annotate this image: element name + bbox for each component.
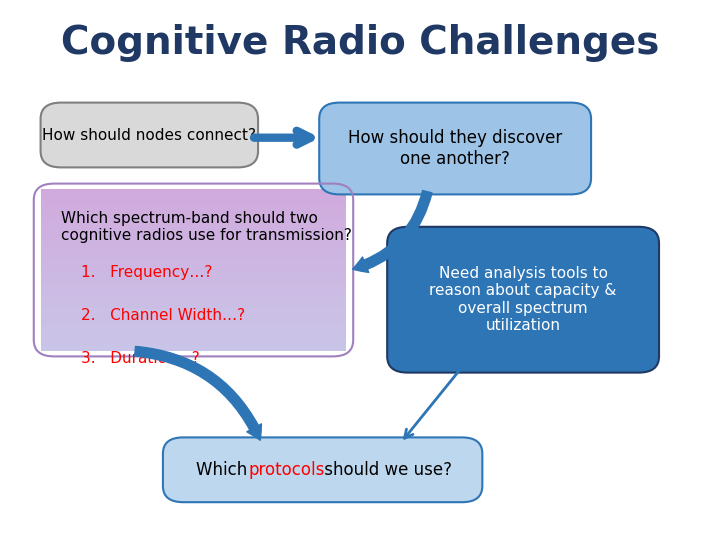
FancyBboxPatch shape (163, 437, 482, 502)
FancyArrowPatch shape (353, 191, 432, 273)
Bar (40, 329, 346, 335)
Text: Which protocols should we use?: Which protocols should we use? (189, 461, 456, 479)
Bar (40, 313, 346, 319)
Bar (40, 216, 346, 221)
Bar (40, 265, 346, 270)
Bar (40, 335, 346, 340)
Bar (40, 254, 346, 259)
Text: Which spectrum-band should two
cognitive radios use for transmission?: Which spectrum-band should two cognitive… (61, 211, 352, 243)
Bar (40, 243, 346, 248)
Text: How should they discover
one another?: How should they discover one another? (348, 129, 562, 168)
Bar (40, 286, 346, 292)
Bar (40, 281, 346, 286)
Bar (40, 238, 346, 243)
Bar (40, 297, 346, 302)
Bar (40, 200, 346, 205)
Bar (40, 259, 346, 265)
Bar (40, 324, 346, 329)
Bar (40, 221, 346, 227)
Bar (40, 211, 346, 216)
Bar (40, 319, 346, 324)
Text: How should nodes connect?: How should nodes connect? (42, 127, 256, 143)
Text: 3.   Duration…?: 3. Duration…? (81, 351, 200, 366)
Bar (40, 232, 346, 238)
Bar (40, 227, 346, 232)
Bar (40, 270, 346, 275)
Text: Which: Which (196, 461, 252, 479)
Text: Cognitive Radio Challenges: Cognitive Radio Challenges (60, 24, 660, 62)
Bar (40, 292, 346, 297)
FancyBboxPatch shape (319, 103, 591, 194)
Bar (40, 346, 346, 351)
Bar (40, 248, 346, 254)
Text: Need analysis tools to
reason about capacity &
overall spectrum
utilization: Need analysis tools to reason about capa… (429, 266, 617, 333)
FancyBboxPatch shape (387, 227, 659, 373)
Bar (40, 189, 346, 194)
Text: 2.   Channel Width…?: 2. Channel Width…? (81, 308, 246, 323)
Bar (40, 308, 346, 313)
Bar (40, 302, 346, 308)
Text: 1.   Frequency…?: 1. Frequency…? (81, 265, 212, 280)
Bar (40, 340, 346, 346)
FancyBboxPatch shape (40, 103, 258, 167)
FancyArrowPatch shape (135, 346, 261, 440)
Bar (40, 205, 346, 211)
Text: protocols: protocols (248, 461, 325, 479)
Bar (40, 194, 346, 200)
Text: should we use?: should we use? (319, 461, 452, 479)
Bar (40, 275, 346, 281)
